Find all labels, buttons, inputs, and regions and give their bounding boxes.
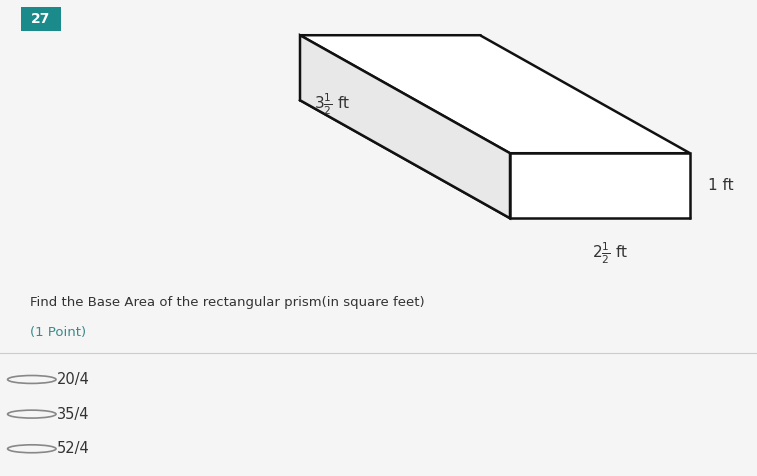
Polygon shape	[300, 35, 510, 218]
Polygon shape	[510, 153, 690, 218]
Text: 1 ft: 1 ft	[708, 178, 734, 193]
Text: $2\frac{1}{2}$ ft: $2\frac{1}{2}$ ft	[592, 240, 628, 266]
Text: 52/4: 52/4	[57, 441, 89, 456]
Text: 27: 27	[31, 12, 51, 26]
Text: 35/4: 35/4	[57, 407, 89, 422]
FancyBboxPatch shape	[21, 7, 61, 31]
Text: $3\frac{1}{2}$ ft: $3\frac{1}{2}$ ft	[313, 91, 350, 117]
Polygon shape	[300, 35, 690, 153]
Text: (1 Point): (1 Point)	[30, 327, 86, 339]
Text: 20/4: 20/4	[57, 372, 89, 387]
Text: Find the Base Area of the rectangular prism(in square feet): Find the Base Area of the rectangular pr…	[30, 296, 425, 309]
